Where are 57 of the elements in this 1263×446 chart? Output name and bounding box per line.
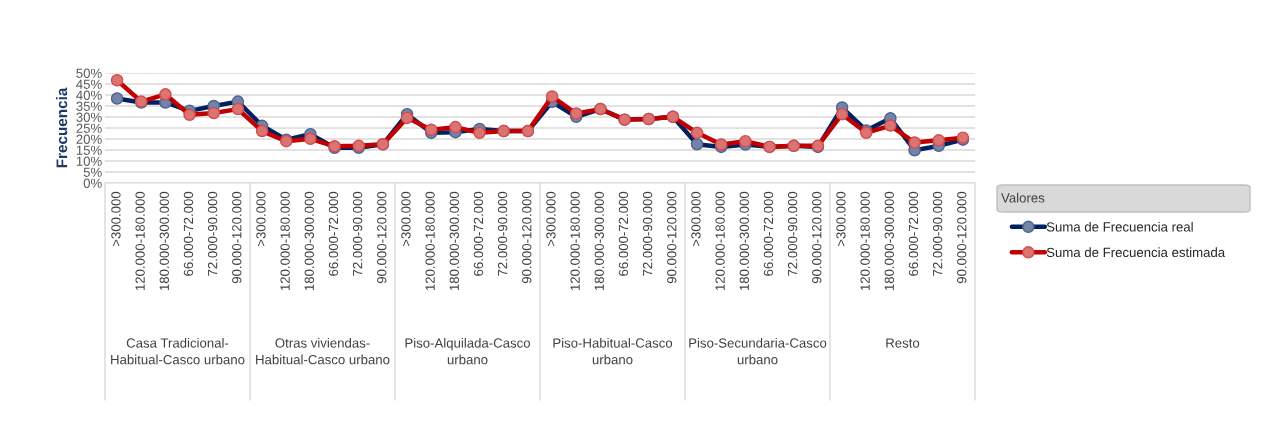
y-tick-label: 35% (76, 101, 102, 111)
x-tick-label: 72.000-90.000 (787, 191, 798, 276)
x-tick-label: 66.000-72.000 (763, 191, 774, 276)
y-tick-label: 30% (76, 112, 102, 122)
x-tick-label: 72.000-90.000 (642, 191, 653, 276)
text: Casa Tradicional-Habitual-Casco urbano (111, 338, 245, 365)
y-tick-label: 25% (76, 123, 102, 133)
x-tick-label: 90.000-120.000 (667, 191, 677, 284)
y-tick-label: 15% (76, 145, 102, 155)
x-tick-label: >300.000 (691, 191, 701, 247)
x-tick-label: 180.000-300.000 (884, 191, 894, 291)
x-tick-label: 66.000-72.000 (473, 191, 484, 276)
x-tick-label: 120.000-180.000 (715, 191, 725, 291)
x-tick-label: 180.000-300.000 (159, 191, 169, 291)
x-tick-label: >300.000 (256, 191, 266, 247)
x-tick-label: 180.000-300.000 (304, 191, 314, 291)
x-tick-label: 180.000-300.000 (594, 191, 604, 291)
x-tick-label: 120.000-180.000 (860, 191, 870, 291)
x-tick-label: 180.000-300.000 (739, 191, 749, 291)
y-tick-label: 50% (76, 68, 102, 78)
text: Otras viviendas-Habitual-Casco urbano (256, 338, 390, 365)
y-tick-label: 20% (76, 134, 102, 144)
x-tick-label: 180.000-300.000 (449, 191, 459, 291)
x-tick-label: 90.000-120.000 (232, 191, 242, 284)
y-tick-label: 10% (76, 156, 102, 166)
x-tick-label: 66.000-72.000 (618, 191, 629, 276)
x-tick-label: 120.000-180.000 (280, 191, 290, 291)
x-tick-label: 120.000-180.000 (425, 191, 435, 291)
x-tick-label: >300.000 (401, 191, 411, 247)
x-tick-label: 90.000-120.000 (522, 191, 532, 284)
x-tick-label: >300.000 (546, 191, 556, 247)
y-tick-label: 5% (83, 167, 102, 177)
x-tick-label: 90.000-120.000 (812, 191, 822, 284)
x-tick-label: 72.000-90.000 (497, 191, 508, 276)
x-tick-label: 90.000-120.000 (377, 191, 387, 284)
x-tick-label: 66.000-72.000 (908, 191, 919, 276)
y-tick-label: 45% (76, 79, 102, 89)
text: Piso-Habitual-Casco urbano (553, 338, 673, 365)
legend-title: Valores (1001, 192, 1045, 203)
y-tick-label: 40% (76, 90, 102, 100)
x-tick-label: >300.000 (836, 191, 846, 247)
x-tick-label: 72.000-90.000 (352, 191, 363, 276)
x-tick-label: 120.000-180.000 (570, 191, 580, 291)
text: Piso-Secundaria-Casco urbano (689, 338, 827, 365)
legend-label: Suma de Frecuencia estimada (1046, 247, 1226, 258)
x-tick-label: 72.000-90.000 (207, 191, 218, 276)
x-tick-label: 66.000-72.000 (328, 191, 339, 276)
x-tick-label: 120.000-180.000 (135, 191, 145, 291)
x-tick-label: 72.000-90.000 (932, 191, 943, 276)
x-tick-label: 90.000-120.000 (957, 191, 967, 284)
legend-label: Suma de Frecuencia real (1046, 221, 1193, 232)
y-axis-title: Frecuencia (56, 87, 68, 168)
text: Resto (886, 338, 920, 348)
x-tick-label: >300.000 (111, 191, 121, 247)
x-tick-label: 66.000-72.000 (183, 191, 194, 276)
text: Piso-Alquilada-Casco urbano (405, 338, 531, 365)
y-tick-label: 0% (83, 178, 102, 188)
